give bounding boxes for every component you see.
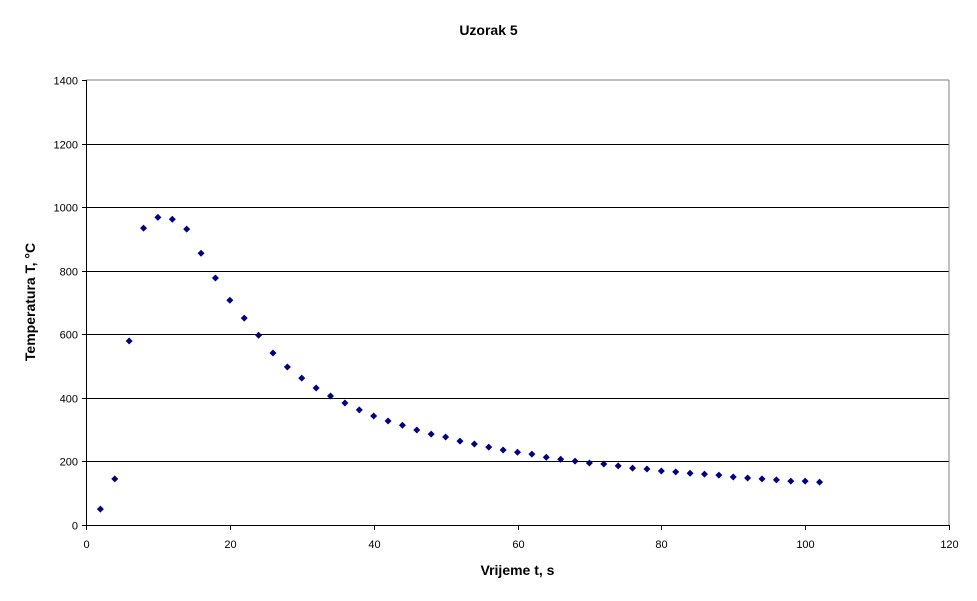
data-point <box>801 477 809 485</box>
data-point <box>470 440 478 448</box>
data-point <box>758 475 766 483</box>
data-point <box>384 417 392 425</box>
data-point <box>787 477 795 485</box>
data-point <box>528 450 536 458</box>
data-point <box>643 465 651 473</box>
data-point <box>398 421 406 429</box>
data-series <box>96 213 824 513</box>
axes <box>82 79 950 530</box>
x-axis-label: Vrijeme t, s <box>480 562 555 578</box>
data-point <box>772 476 780 484</box>
chart-title: Uzorak 5 <box>459 22 518 38</box>
data-point <box>125 337 133 345</box>
data-point <box>298 374 306 382</box>
x-tick-label: 120 <box>940 539 958 551</box>
data-point <box>211 274 219 282</box>
data-point <box>442 433 450 441</box>
y-tick-label: 800 <box>60 267 78 279</box>
y-tick-label: 600 <box>60 330 78 342</box>
data-point <box>327 392 335 400</box>
x-tick-label: 60 <box>512 539 524 551</box>
data-point <box>514 448 521 456</box>
data-point <box>715 471 723 479</box>
data-point <box>168 215 176 223</box>
x-tick-label: 0 <box>83 539 89 551</box>
tick-labels: 0 200 400 600 800 1000 1200 1400 0 20 40 60 80 100 120 <box>54 76 959 552</box>
y-tick-label: 400 <box>60 394 78 406</box>
data-point <box>729 473 737 481</box>
data-point <box>283 363 291 371</box>
data-point <box>255 331 263 339</box>
data-point <box>557 455 565 463</box>
y-tick-label: 1200 <box>54 140 78 152</box>
data-point <box>700 470 708 478</box>
data-point <box>672 468 680 476</box>
data-point <box>413 426 421 434</box>
data-point <box>111 475 119 483</box>
data-point <box>226 296 234 304</box>
data-point <box>816 478 824 486</box>
data-point <box>744 474 752 482</box>
x-tick-label: 40 <box>368 539 380 551</box>
x-tick-label: 100 <box>796 539 814 551</box>
data-point <box>197 249 205 257</box>
data-point <box>140 224 148 232</box>
data-point <box>600 460 608 468</box>
y-tick-label: 0 <box>72 521 78 533</box>
y-tick-label: 200 <box>60 457 78 469</box>
x-tick-label: 80 <box>655 539 667 551</box>
data-point <box>154 213 162 221</box>
y-axis-label: Temperatura T, °C <box>22 242 38 362</box>
data-point <box>629 464 637 472</box>
data-point <box>686 469 694 477</box>
data-point <box>427 430 435 438</box>
data-point <box>312 384 320 392</box>
y-tick-label: 1000 <box>54 203 78 215</box>
data-point <box>499 446 507 454</box>
data-point <box>571 457 579 465</box>
data-point <box>485 443 493 451</box>
data-point <box>183 225 191 233</box>
data-point <box>456 437 464 445</box>
data-point <box>370 412 378 420</box>
data-point <box>240 314 248 322</box>
data-point <box>585 459 593 467</box>
data-point <box>657 467 665 475</box>
y-tick-label: 1400 <box>54 76 78 88</box>
data-point <box>269 349 277 357</box>
data-point <box>355 406 363 414</box>
data-point <box>96 505 104 513</box>
gridlines <box>86 144 949 462</box>
data-point <box>341 399 349 407</box>
data-point <box>614 462 622 470</box>
x-tick-label: 20 <box>224 539 236 551</box>
data-point <box>542 453 550 461</box>
